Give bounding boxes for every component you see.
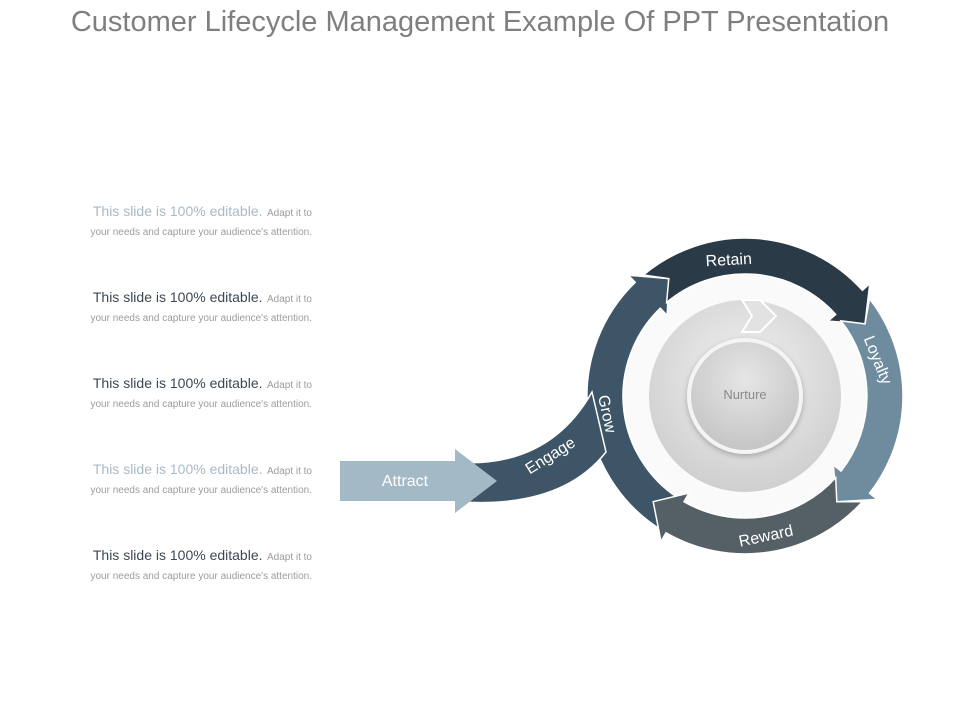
text-block-tail: Adapt it to bbox=[266, 294, 312, 305]
loyalty-arrow bbox=[832, 296, 904, 503]
text-block-line2: your needs and capture your audience's a… bbox=[90, 313, 312, 324]
text-block-tail: Adapt it to bbox=[266, 466, 312, 477]
text-block-tail: Adapt it to bbox=[266, 380, 312, 391]
nurture-label: Nurture bbox=[723, 387, 766, 402]
engage-arrow bbox=[451, 389, 607, 504]
text-block-line2: your needs and capture your audience's a… bbox=[90, 227, 312, 238]
text-block-lead: This slide is 100% editable. bbox=[92, 547, 263, 563]
text-block-lead: This slide is 100% editable. bbox=[92, 461, 263, 477]
grow-arrow bbox=[586, 274, 686, 535]
nurture-circle bbox=[687, 338, 803, 454]
slide-title: Customer Lifecycle Management Example Of… bbox=[70, 6, 890, 38]
text-block-tail: Adapt it to bbox=[266, 208, 312, 219]
text-block: This slide is 100% editable. Adapt it to… bbox=[20, 289, 312, 327]
text-block: This slide is 100% editable. Adapt it to… bbox=[20, 375, 312, 413]
text-block-lead: This slide is 100% editable. bbox=[92, 375, 263, 391]
text-block: This slide is 100% editable. Adapt it to… bbox=[20, 203, 312, 241]
text-block-lead: This slide is 100% editable. bbox=[92, 289, 263, 305]
text-block-line2: your needs and capture your audience's a… bbox=[90, 399, 312, 410]
text-block-line2: your needs and capture your audience's a… bbox=[90, 485, 312, 496]
text-block: This slide is 100% editable. Adapt it to… bbox=[20, 461, 312, 499]
reward-arrow bbox=[652, 475, 865, 555]
text-block: This slide is 100% editable. Adapt it to… bbox=[20, 547, 312, 585]
attract-arrow bbox=[340, 449, 497, 513]
attract-label: Attract bbox=[382, 473, 429, 490]
text-block-tail: Adapt it to bbox=[266, 552, 312, 563]
text-block-line2: your needs and capture your audience's a… bbox=[90, 571, 312, 582]
retain-label: Retain bbox=[705, 251, 752, 270]
text-block-lead: This slide is 100% editable. bbox=[92, 203, 263, 219]
retain-arrow bbox=[641, 237, 871, 325]
nurture-arrow-icon bbox=[740, 299, 778, 333]
